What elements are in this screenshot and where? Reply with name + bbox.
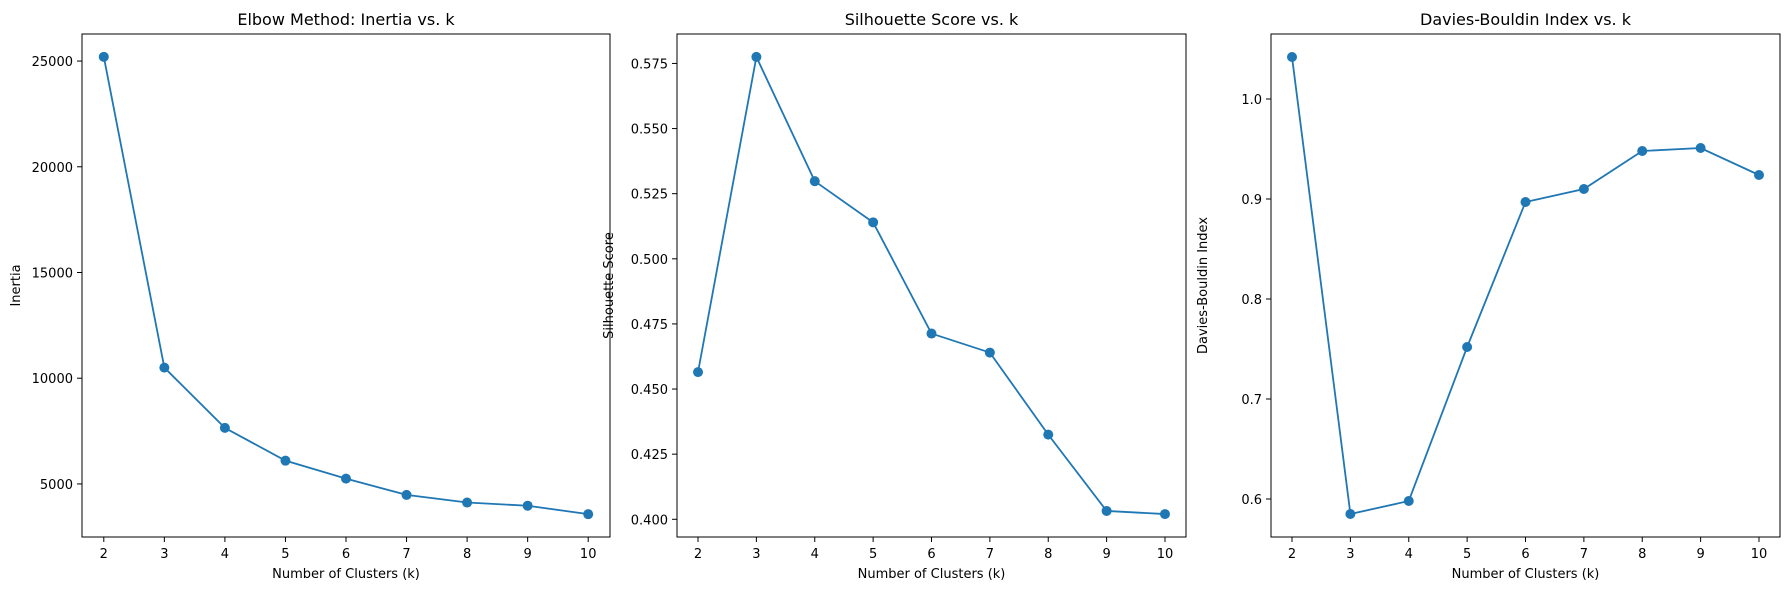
x-tick-label: 3 [752,547,760,562]
y-tick-label: 0.6 [1241,493,1262,508]
x-tick-label: 5 [869,547,877,562]
y-tick-label: 20000 [32,161,73,176]
data-point [1695,143,1706,153]
x-tick-label: 2 [1288,547,1296,562]
y-tick-label: 0.8 [1241,293,1262,308]
y-tick-label: 0.7 [1241,393,1262,408]
data-point [693,367,704,378]
x-axis-label: Number of Clusters (k) [1452,567,1600,582]
x-tick-label: 4 [1405,547,1413,562]
x-tick-label: 4 [221,547,229,562]
plot-frame [81,33,611,538]
y-tick-label: 0.500 [631,253,668,268]
data-point [1287,52,1298,62]
x-tick-label: 2 [694,547,702,562]
data-point [583,509,594,520]
series-line [697,54,1166,515]
data-point [401,489,412,500]
x-tick-label: 7 [986,547,994,562]
chart-panel-2: Silhouette Score vs. k 2 3 4 5 6 7 8 9 10 0.400 0.4… [602,10,1187,582]
y-axis-label: Inertia [9,264,24,306]
y-tick-label: 5000 [40,478,73,493]
y-tick-label: 1.0 [1241,93,1262,108]
data-point [1462,342,1473,352]
y-tick-label: 0.425 [631,448,668,463]
data-point [522,500,533,511]
y-tick-label: 25000 [32,55,73,70]
x-tick-label: 8 [1044,547,1052,562]
data-point [1159,509,1170,520]
chart-title: Silhouette Score vs. k [845,10,1019,29]
x-tick-label: 7 [402,547,410,562]
y-tick-label: 0.525 [631,188,668,203]
data-point [751,51,762,62]
data-point [1637,146,1648,156]
data-point [1101,505,1112,516]
y-tick-label: 0.400 [631,513,668,528]
x-tick-label: 10 [1751,547,1768,562]
x-tick-label: 6 [927,547,935,562]
x-tick-label: 9 [524,547,532,562]
x-tick-label: 6 [1521,547,1529,562]
data-point [1520,197,1531,207]
x-tick-label: 5 [1463,547,1471,562]
y-tick-label: 0.9 [1241,193,1262,208]
x-axis-label: Number of Clusters (k) [272,567,420,582]
x-tick-label: 3 [1346,547,1354,562]
y-tick-label: 0.575 [631,57,668,72]
x-tick-label: 7 [1580,547,1588,562]
chart-title: Elbow Method: Inertia vs. k [237,10,455,29]
data-point [1403,496,1414,506]
chart-title: Davies-Bouldin Index vs. k [1420,10,1632,29]
y-tick-label: 10000 [32,372,73,387]
y-tick-label: 0.550 [631,123,668,138]
x-tick-label: 10 [580,547,597,562]
y-tick-label: 0.475 [631,318,668,333]
y-axis-label: Silhouette Score [602,232,617,339]
chart-panel-3: Davies-Bouldin Index vs. k 2 3 4 5 6 7 8 9 10 0.6 0… [1196,10,1781,582]
data-point [926,328,937,339]
data-point [1578,184,1589,194]
data-point [280,455,291,466]
data-point [868,217,879,228]
x-tick-label: 5 [281,547,289,562]
data-point [219,422,230,433]
x-tick-label: 2 [100,547,108,562]
plot-frame [1270,33,1781,538]
x-axis-label: Number of Clusters (k) [858,567,1006,582]
data-point [159,362,170,373]
data-point [462,497,473,508]
x-tick-label: 8 [463,547,471,562]
series-line [102,56,589,516]
data-point [341,473,351,484]
y-tick-label: 15000 [32,266,73,281]
data-point [1753,170,1764,180]
x-tick-label: 8 [1638,547,1646,562]
data-point [984,347,995,358]
plot-frame [676,33,1187,538]
data-point [1345,509,1356,519]
data-point [98,51,109,62]
y-tick-label: 0.450 [631,383,668,398]
y-axis-label: Davies-Bouldin Index [1196,217,1211,354]
data-point [809,176,820,187]
x-tick-label: 9 [1102,547,1110,562]
x-tick-label: 6 [342,547,350,562]
chart-panel-1: Elbow Method: Inertia vs. k 2 3 4 5 6 7 8 9 10 500… [9,10,611,582]
x-tick-label: 4 [811,547,819,562]
data-point [1043,429,1054,440]
x-tick-label: 10 [1157,547,1174,562]
x-tick-label: 9 [1696,547,1704,562]
series-line [1291,56,1760,516]
x-tick-label: 3 [160,547,168,562]
